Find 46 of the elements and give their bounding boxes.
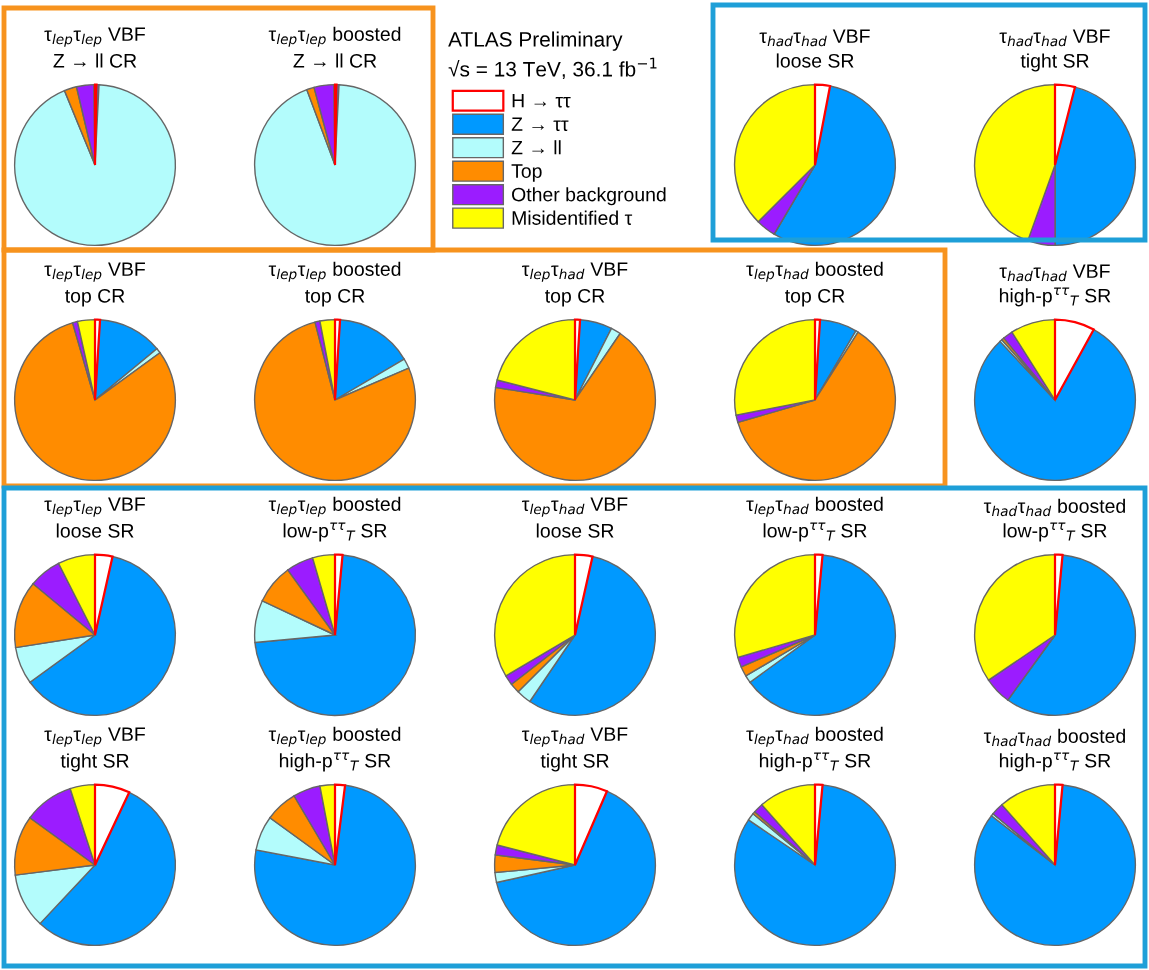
- chart-subtitle: loose SR: [776, 53, 854, 68]
- chart-subtitle: low-p$^{ττ}$$_{T}$ SR: [1003, 522, 1107, 542]
- chart-subtitle: low-p$^{ττ}$$_{T}$ SR: [763, 522, 867, 542]
- chart-title: τ$_{lep}$τ$_{had}$ boosted: [746, 496, 883, 517]
- chart-subtitle: top CR: [305, 288, 365, 307]
- chart-title: τ$_{lep}$τ$_{lep}$ VBF: [44, 497, 145, 517]
- chart-title: τ$_{had}$τ$_{had}$ boosted: [983, 498, 1125, 517]
- chart-title: τ$_{lep}$τ$_{lep}$ VBF: [44, 262, 145, 282]
- chart-subtitle: tight SR: [60, 753, 129, 772]
- text: √s = 13 TeV, 36.1 fb$^{−1}$: [448, 57, 657, 80]
- chart-title: τ$_{lep}$τ$_{lep}$ boosted: [268, 496, 401, 517]
- chart-subtitle: loose SR: [536, 523, 614, 538]
- legend-label: Misidentified τ: [512, 210, 633, 225]
- chart-title: τ$_{lep}$τ$_{lep}$ boosted: [268, 726, 401, 747]
- chart-title: τ$_{lep}$τ$_{lep}$ boosted: [268, 26, 401, 47]
- legend-label: Other background: [512, 187, 666, 206]
- chart-subtitle: high-p$^{ττ}$$_{T}$ SR: [999, 752, 1111, 772]
- chart-title: τ$_{lep}$τ$_{had}$ VBF: [522, 727, 628, 747]
- legend-label: Z → ll: [511, 140, 561, 155]
- chart-title: τ$_{lep}$τ$_{lep}$ boosted: [268, 261, 401, 282]
- chart-subtitle: low-p$^{ττ}$$_{T}$ SR: [283, 522, 387, 542]
- chart-subtitle: Z → ll CR: [293, 53, 377, 68]
- legend-label: Top: [511, 164, 542, 182]
- chart-subtitle: high-p$^{ττ}$$_{T}$ SR: [759, 752, 871, 772]
- chart-title: τ$_{had}$τ$_{had}$ VBF: [999, 264, 1110, 282]
- chart-subtitle: top CR: [785, 288, 845, 307]
- chart-subtitle: tight SR: [1020, 53, 1089, 72]
- text: ATLAS Preliminary: [448, 31, 623, 51]
- chart-title: τ$_{lep}$τ$_{had}$ boosted: [746, 261, 883, 282]
- chart-subtitle: loose SR: [56, 523, 134, 538]
- legend-label: Z → ττ: [511, 117, 569, 131]
- chart-title: τ$_{had}$τ$_{had}$ boosted: [983, 728, 1125, 747]
- chart-subtitle: Z → ll CR: [53, 53, 137, 68]
- chart-title: τ$_{lep}$τ$_{had}$ VBF: [522, 497, 628, 517]
- chart-title: τ$_{lep}$τ$_{lep}$ VBF: [44, 727, 145, 747]
- chart-title: τ$_{had}$τ$_{had}$ VBF: [759, 29, 870, 47]
- chart-subtitle: top CR: [545, 288, 605, 307]
- chart-title: τ$_{lep}$τ$_{had}$ VBF: [522, 262, 628, 282]
- chart-title: τ$_{lep}$τ$_{had}$ boosted: [746, 726, 883, 747]
- chart-title: τ$_{had}$τ$_{had}$ VBF: [999, 29, 1110, 47]
- chart-subtitle: high-p$^{ττ}$$_{T}$ SR: [999, 287, 1111, 307]
- legend-label: H → ττ: [512, 93, 571, 108]
- chart-title: τ$_{lep}$τ$_{lep}$ VBF: [44, 27, 145, 47]
- chart-subtitle: tight SR: [540, 753, 609, 772]
- chart-subtitle: high-p$^{ττ}$$_{T}$ SR: [279, 752, 391, 772]
- chart-subtitle: top CR: [65, 288, 125, 307]
